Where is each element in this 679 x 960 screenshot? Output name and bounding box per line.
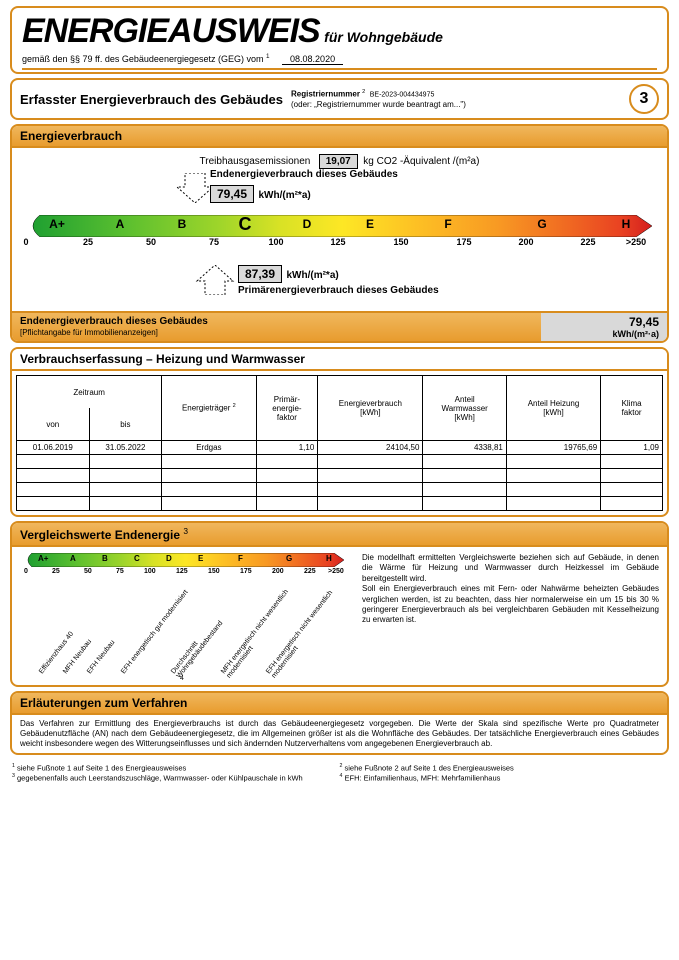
erl-block: Erläuterungen zum Verfahren Das Verfahre… [10,691,669,755]
end-value: 79,45 [210,185,254,203]
law-row: gemäß den §§ 79 ff. des Gebäudeenergiege… [22,53,657,64]
law-text: gemäß den §§ 79 ff. des Gebäudeenergiege… [22,54,263,64]
header-block: ENERGIEAUSWEIS für Wohngebäude gemäß den… [10,6,669,74]
reg-block: Erfasster Energieverbrauch des Gebäudes … [10,78,669,120]
erl-title: Erläuterungen zum Verfahren [12,693,667,715]
pointer-up-icon [195,265,235,295]
vergleich-text: Die modellhaft ermittelten Vergleichswer… [362,553,659,683]
energy-scale: A+ A B C D E F G H 0 25 50 75 100 125 15… [26,215,653,263]
doc-title: ENERGIEAUSWEIS [22,12,320,50]
page-number-circle: 3 [629,84,659,114]
erfassung-block: Verbrauchserfassung – Heizung und Warmwa… [10,347,669,517]
law-date: 08.08.2020 [282,54,343,65]
title-row: ENERGIEAUSWEIS für Wohngebäude [22,12,657,51]
erfassung-table: Zeitraum Energieträger 2 Primär- energie… [16,375,663,511]
pointer-down-icon [175,173,215,203]
end-strip: Endenergieverbrauch dieses Gebäudes [Pfl… [12,311,667,341]
highlight-class: C [239,214,252,235]
end-pointer-row: Endenergieverbrauch dieses Gebäudes 79,4… [22,169,657,215]
erfassung-title: Verbrauchserfassung – Heizung und Warmwa… [12,349,667,371]
prim-pointer-row: 87,39 kWh/(m²*a) Primärenergieverbrauch … [22,263,657,307]
vergleich-title: Vergleichswerte Endenergie 3 [12,523,667,547]
doc-subtitle: für Wohngebäude [324,29,443,45]
ghg-value: 19,07 [319,154,358,169]
energieverbrauch-title: Energieverbrauch [12,126,667,148]
reg-title: Erfasster Energieverbrauch des Gebäudes [20,92,283,107]
footnotes: 1 siehe Fußnote 1 auf Seite 1 des Energi… [10,759,669,784]
erl-text: Das Verfahren zur Ermittlung des Energie… [12,715,667,753]
energieverbrauch-block: Energieverbrauch Treibhausgasemissionen … [10,124,669,343]
reg-info: Registriernummer 2 BE-2023-004434975 (od… [291,89,621,110]
ghg-row: Treibhausgasemissionen 19,07 kg CO2 -Äqu… [22,154,657,169]
reg-number: BE-2023-004434975 [370,91,435,98]
prim-value: 87,39 [238,265,282,283]
vergleich-block: Vergleichswerte Endenergie 3 A+ [10,521,669,687]
mini-scale: A+ A B C D E F G H 0 25 50 75 100 [20,553,350,683]
table-row: 01.06.2019 31.05.2022 Erdgas 1,10 24104,… [17,441,663,455]
